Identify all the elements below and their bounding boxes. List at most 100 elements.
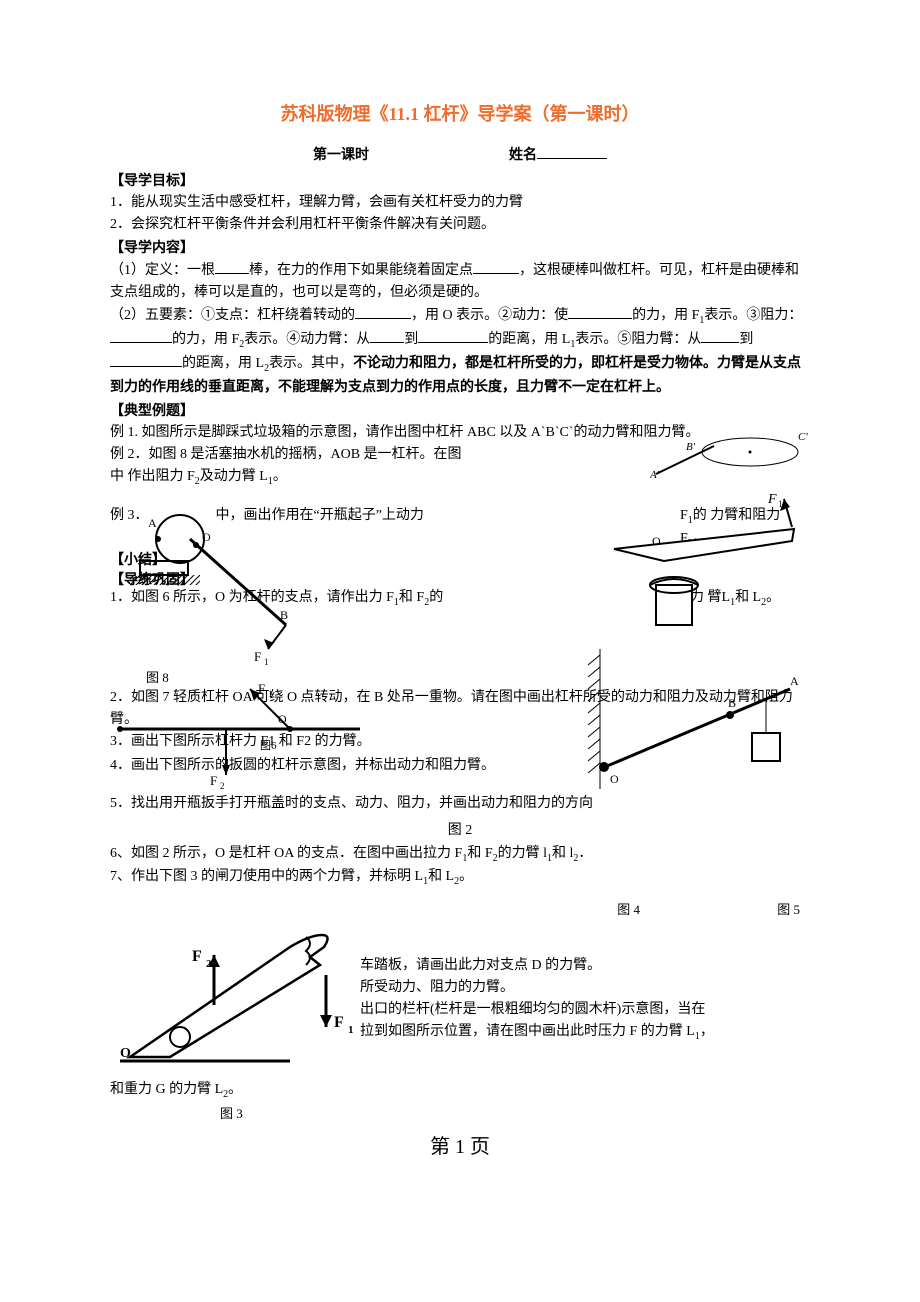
fv-j: 到 <box>739 332 753 347</box>
blank-3 <box>355 304 411 319</box>
svg-text:C': C' <box>798 431 808 443</box>
bottom-block: 图 4 图 5 O F2 F1 车踏板，请画出此力对支点 D 的力臂。 所受动力… <box>110 899 810 1079</box>
goal-heading: 【导学目标】 <box>110 170 810 190</box>
q7-b: 和 L <box>428 869 454 884</box>
blank-9 <box>110 352 182 367</box>
svg-text:A: A <box>148 516 157 530</box>
document-title: 苏科版物理《11.1 杠杆》导学案（第一课时） <box>110 100 810 126</box>
def-b: 棒，在力的作用下如果能绕着固定点 <box>249 263 473 278</box>
five-elements: （2）五要素：①支点：杠杆绕着转动的，用 O 表示。②动力：使的力，用 F1表示… <box>110 304 810 399</box>
page: 苏科版物理《11.1 杠杆》导学案（第一课时） 第一课时 姓名 【导学目标】 1… <box>0 0 920 1302</box>
q2: 2．如图 7 轻质杠杆 OA 可绕 O 点转动，在 B 处吊一重物。请在图中画出… <box>110 687 810 730</box>
fv-l: 表示。其中， <box>269 356 353 371</box>
svg-text:1: 1 <box>778 499 783 509</box>
svg-text:F: F <box>334 1014 344 1031</box>
practice-heading: 【导练巩固】 <box>110 569 194 589</box>
svg-text:F: F <box>192 948 202 965</box>
svg-text:O: O <box>202 530 211 544</box>
ml4-a: 拉到如图所示位置，请在图中画出此时压力 F 的力臂 L <box>360 1024 695 1039</box>
figure-ellipse: C' B' A' <box>650 430 810 480</box>
fv-k: 的距离，用 L <box>182 356 264 371</box>
svg-text:A': A' <box>650 469 660 480</box>
q7-c: 。 <box>459 869 473 884</box>
ml4-b: ， <box>700 1024 714 1039</box>
lesson-label: 第一课时 <box>313 144 369 164</box>
svg-text:2: 2 <box>206 958 212 970</box>
fv-b: ，用 O 表示。②动力：使 <box>411 308 568 323</box>
fv-d: 表示。③阻力： <box>704 308 802 323</box>
name-text: 姓名 <box>509 148 537 163</box>
svg-text:O: O <box>652 534 661 548</box>
svg-text:1: 1 <box>348 1024 354 1036</box>
fv-h: 的距离，用 L <box>488 332 570 347</box>
g-a: 和重力 G 的力臂 L <box>110 1082 223 1097</box>
mid-line-4: 拉到如图所示位置，请在图中画出此时压力 F 的力臂 L1， <box>360 1021 800 1044</box>
q1-b: 和 F <box>399 590 424 605</box>
q4: 4．画出下图所示的扳圆的杠杆示意图，并标出动力和阻力臂。 <box>110 755 810 777</box>
fig3-label: 图 3 <box>110 1103 810 1122</box>
g-line: 和重力 G 的力臂 L2。 <box>110 1079 810 1102</box>
figure-opener: F1 O <box>594 489 810 639</box>
fv-i: 表示。⑤阻力臂：从 <box>575 332 701 347</box>
blank-4 <box>568 304 632 319</box>
g-b: 。 <box>228 1082 242 1097</box>
mid-line-1: 车踏板，请画出此力对支点 D 的力臂。 <box>360 955 800 977</box>
fig2-label: 图 2 <box>110 819 810 839</box>
fv-c: 的力，用 F <box>632 308 699 323</box>
figure-knife: O F2 F1 <box>110 907 360 1077</box>
q6-a: 6、如图 2 所示，O 是杠杆 OA 的支点．在图中画出拉力 F <box>110 846 462 861</box>
ex2-c: 及动力臂 L <box>200 469 268 484</box>
page-number: 第 1 页 <box>110 1130 810 1159</box>
mid-line-3: 出口的栏杆(栏杆是一根粗细均匀的圆木杆)示意图，当在 <box>360 999 800 1021</box>
name-blank <box>537 158 607 159</box>
blank-5 <box>110 328 172 343</box>
ex2-b: 中 作出阻力 F <box>110 469 195 484</box>
fv-f: 表示。④动力臂：从 <box>244 332 370 347</box>
def-a: （1）定义：一根 <box>110 263 215 278</box>
svg-text:F: F <box>767 492 777 507</box>
blank-1 <box>215 259 249 274</box>
content-heading: 【导学内容】 <box>110 237 810 257</box>
q7-a: 7、作出下图 3 的闸刀使用中的两个力臂，并标明 L <box>110 869 423 884</box>
fv-e: 的力，用 F <box>172 332 239 347</box>
svg-text:O: O <box>120 1046 131 1061</box>
q1-f: 。 <box>766 590 780 605</box>
definition: （1）定义：一根棒，在力的作用下如果能绕着固定点，这根硬棒叫做杠杆。可见，杠杆是… <box>110 259 810 303</box>
q3: 3．画出下图所示杠杆力 F1 和 F2 的力臂。 <box>110 731 810 753</box>
blank-7 <box>418 328 488 343</box>
goal-2: 2．会探究杠杆平衡条件并会利用杠杆平衡条件解决有关问题。 <box>110 214 810 236</box>
q1-c: 的 <box>429 590 443 605</box>
q6-e: ． <box>578 846 592 861</box>
goal-1: 1．能从现实生活中感受杠杆，理解力臂，会画有关杠杆受力的力臂 <box>110 192 810 214</box>
blank-6 <box>370 328 404 343</box>
q1-d: 力 臂L <box>690 590 730 605</box>
svg-text:2: 2 <box>220 781 225 789</box>
fv-a: （2）五要素：①支点：杠杆绕着转动的 <box>110 308 355 323</box>
svg-text:A: A <box>790 674 799 688</box>
name-label: 姓名 <box>509 144 607 164</box>
q6-c: 的力臂 l <box>498 846 547 861</box>
q7: 7、作出下图 3 的闸刀使用中的两个力臂，并标明 L1和 L2。 <box>110 866 810 889</box>
example-2-block: 例 2．如图 8 是活塞抽水机的摇柄，AOB 是一杠杆。在图 中 作出阻力 F2… <box>110 444 810 489</box>
q6-d: 和 l <box>552 846 573 861</box>
examples-heading: 【典型例题】 <box>110 400 810 420</box>
small-summary: 【小结】 <box>110 549 166 569</box>
q6-b: 和 F <box>467 846 492 861</box>
fig4-label: 图 4 <box>617 899 640 918</box>
fig5-label: 图 5 <box>777 899 800 918</box>
q5: 5．找出用开瓶扳手打开瓶盖时的支点、动力、阻力，并画出动力和阻力的方向 <box>110 793 810 815</box>
fv-g: 到 <box>404 332 418 347</box>
header-row: 第一课时 姓名 <box>110 144 810 164</box>
blank-2 <box>473 259 519 274</box>
q1-a: 1．如图 6 所示，O 为杠杆的支点，请作出力 F <box>110 590 394 605</box>
q1: 1．如图 6 所示，O 为杠杆的支点，请作出力 F1和 F2的 <box>110 587 510 610</box>
svg-text:B': B' <box>686 441 696 453</box>
ex2-d: 。 <box>273 469 287 484</box>
q1-e: 和 L <box>735 590 761 605</box>
mid-figures: 图 8 O F1 F2 图6 <box>110 639 810 789</box>
q1-right: 力 臂L1和 L2。 <box>690 587 810 610</box>
q6: 6、如图 2 所示，O 是杠杆 OA 的支点．在图中画出拉力 F1和 F2的力臂… <box>110 843 810 866</box>
example-3-block: 例 3． 中，画出作用在“开瓶起子”上动力 F1的 力臂和阻力 F2。 A O … <box>110 489 810 639</box>
blank-8 <box>701 328 739 343</box>
ex2-a: 例 2．如图 8 是活塞抽水机的摇柄，AOB 是一杠杆。在图 <box>110 447 462 462</box>
